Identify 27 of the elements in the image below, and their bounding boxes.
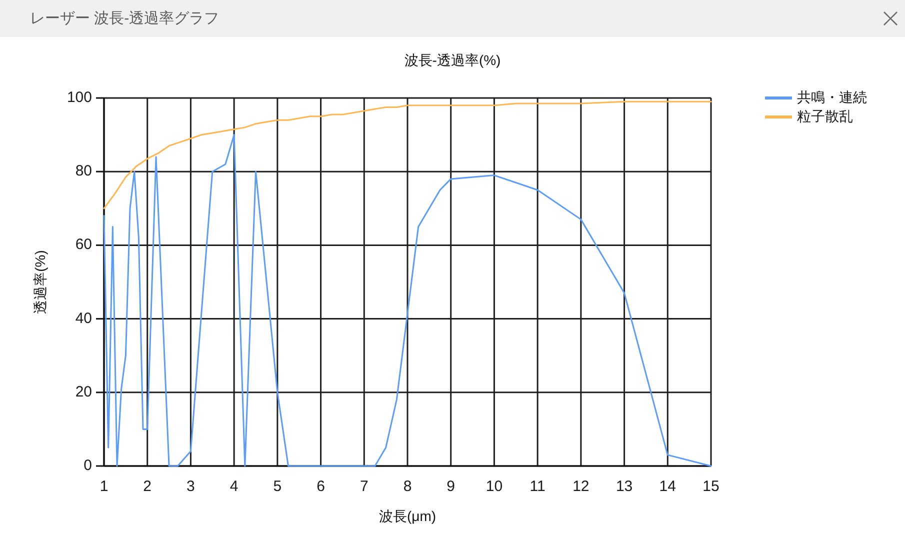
x-tick-label: 15 [702,478,720,495]
legend-label: 共鳴・連続 [797,88,867,105]
x-tick-label: 6 [316,478,325,495]
y-axis-title: 透過率(%) [32,250,48,314]
legend-label: 粒子散乱 [797,108,853,124]
x-tick-label: 10 [486,478,503,495]
x-axis-title: 波長(μm) [378,508,436,524]
x-tick-label: 12 [572,478,590,495]
x-tick-label: 14 [659,478,676,495]
x-tick-label: 8 [403,478,412,495]
y-tick-label: 60 [75,236,92,254]
x-tick-label: 5 [273,478,282,495]
y-tick-label: 20 [75,383,92,400]
x-tick-label: 7 [360,478,368,495]
x-tick-label: 1 [100,478,108,495]
y-tick-label: 0 [84,456,92,474]
y-tick-label: 40 [75,310,92,327]
y-tick-label: 80 [75,162,92,180]
x-tick-label: 9 [446,478,456,495]
y-tick-label: 100 [66,88,92,106]
x-tick-label: 2 [143,478,152,495]
x-tick-label: 13 [616,478,633,495]
x-tick-label: 11 [530,478,546,495]
annotation: レーザー 波長-透過率グラフ [30,10,220,27]
title: 波長-透過率(%) [404,52,501,68]
x-tick-label: 4 [230,478,238,495]
x-tick-label: 3 [186,478,195,495]
